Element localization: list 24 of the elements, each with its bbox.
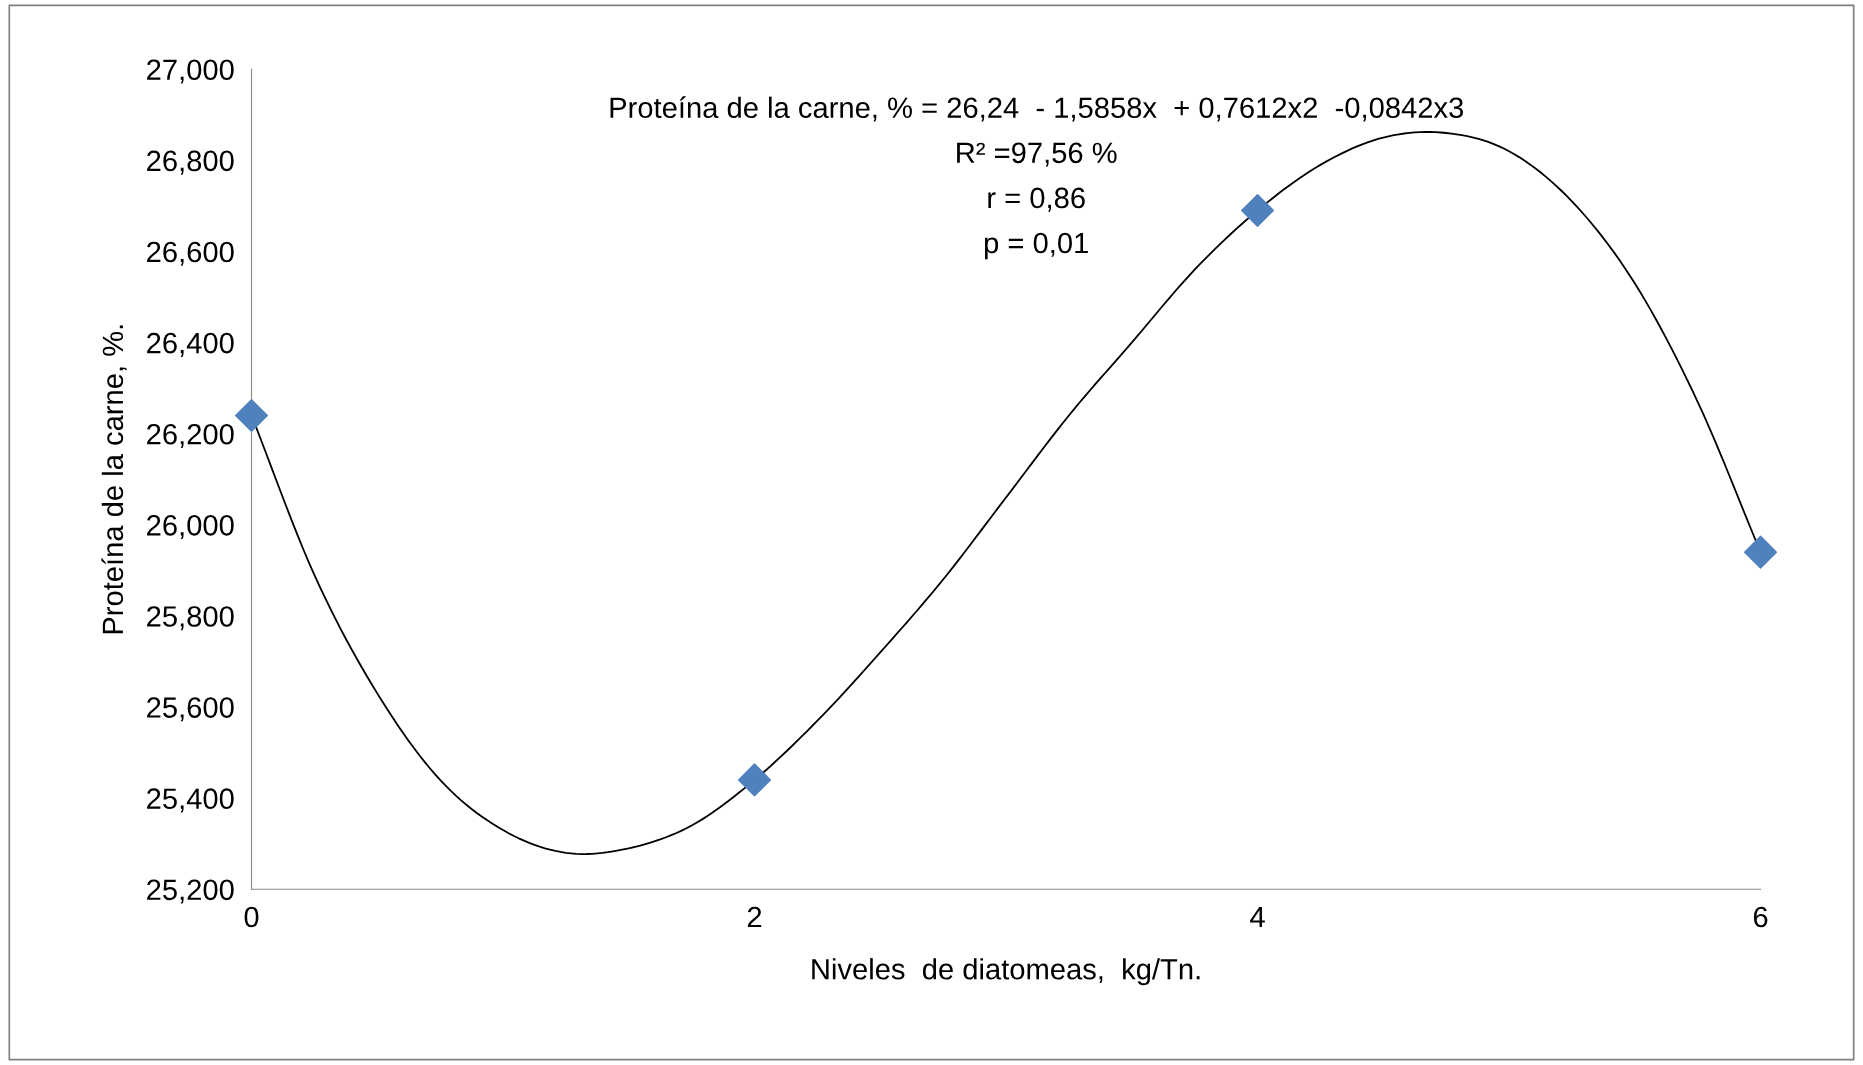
point — [737, 763, 772, 797]
y-tick-label: 26,200 — [147, 423, 234, 448]
y-tick-label: 26,600 — [147, 241, 234, 266]
x-tick-label: 4 — [1250, 907, 1265, 928]
x-tick-label: 6 — [1753, 906, 1768, 928]
y-tick-label: 26,400 — [147, 332, 234, 357]
y-tick-label: 27,000 — [147, 59, 234, 84]
annotation: r = 0,86 — [988, 187, 1085, 212]
y-tick-label: 25,400 — [147, 788, 234, 813]
y-axis-title: Proteína de la carne, %. — [101, 325, 127, 634]
x-axis-title: Niveles de diatomeas, kg/Tn. — [812, 958, 1200, 986]
x-tick-label: 2 — [747, 906, 762, 928]
point — [1744, 535, 1778, 569]
y-tick-label: 25,800 — [147, 606, 234, 631]
point — [1240, 193, 1275, 227]
annotation: p = 0,01 — [984, 232, 1088, 260]
y-tick-label: 25,600 — [147, 697, 234, 722]
x-tick-label: 0 — [244, 906, 259, 928]
y-tick-label: 26,800 — [147, 150, 234, 175]
y-tick-label: 26,000 — [147, 515, 234, 540]
y-tick-label: 25,200 — [147, 879, 234, 904]
annotation: R² =97,56 % — [957, 142, 1117, 167]
point — [234, 398, 269, 432]
annotation: Proteína de la carne, % = 26,24 - 1,5858x + 0,7612x2 -0,0842x3 — [610, 96, 1464, 122]
